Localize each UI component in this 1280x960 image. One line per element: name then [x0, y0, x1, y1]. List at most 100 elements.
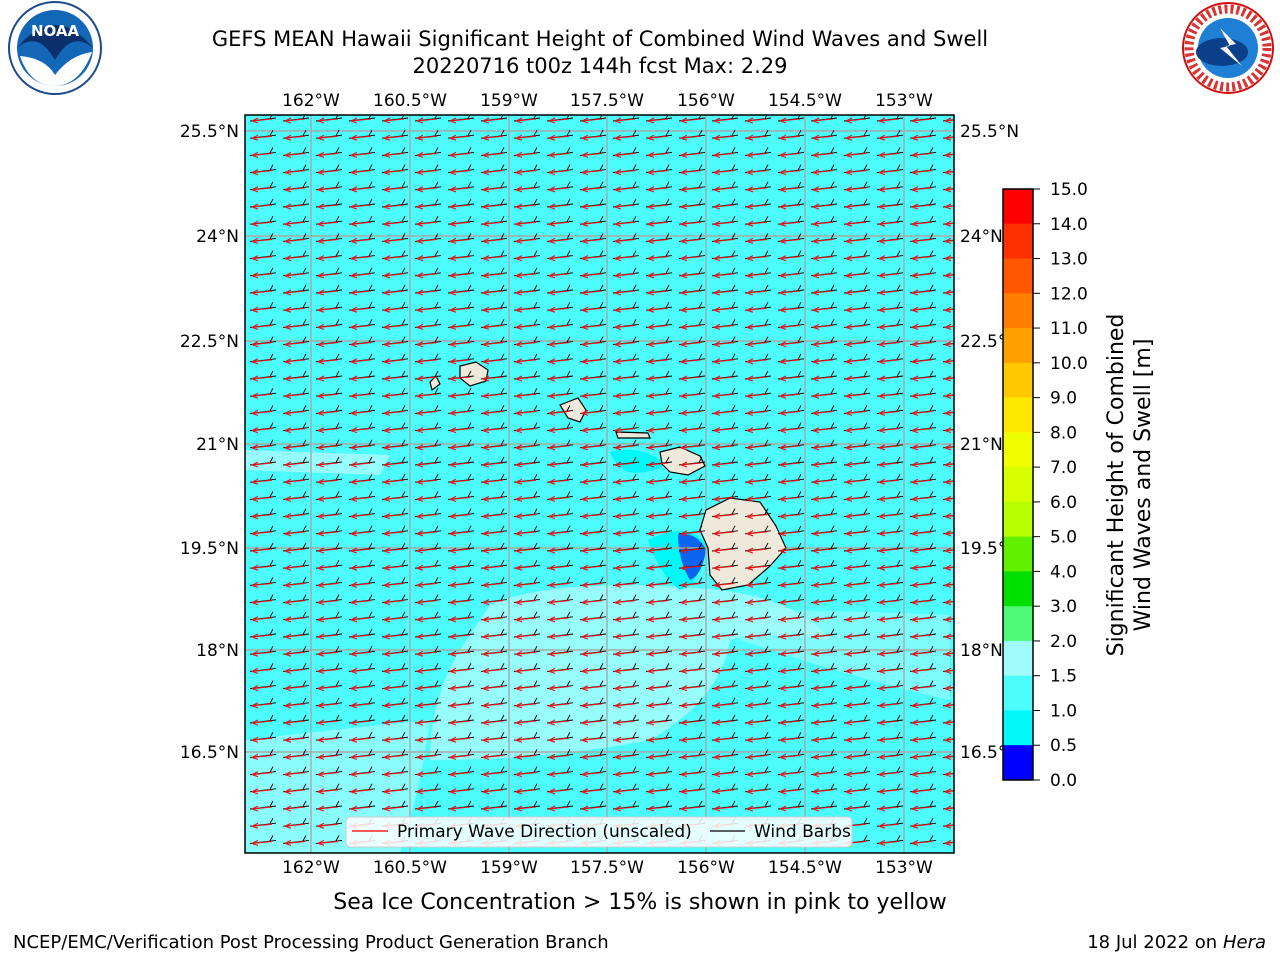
wave-arrow: [482, 564, 504, 571]
wave-arrow: [845, 478, 867, 485]
wave-arrow: [614, 685, 636, 692]
wave-arrow: [251, 530, 273, 537]
wave-arrow: [482, 719, 504, 726]
nws-logo: [1182, 2, 1274, 94]
wave-arrow: [944, 771, 954, 778]
wave-arrow: [779, 392, 801, 399]
wave-arrow: [680, 306, 702, 313]
wave-arrow: [284, 237, 306, 244]
wave-arrow: [482, 581, 504, 588]
wave-arrow: [779, 220, 801, 227]
wave-arrow: [548, 255, 570, 262]
wave-arrow: [713, 220, 735, 227]
wave-arrow: [548, 736, 570, 743]
wave-arrow: [383, 409, 405, 416]
wave-arrow: [878, 771, 900, 778]
wave-arrow: [515, 564, 537, 571]
wave-arrow: [647, 461, 669, 468]
wave-arrow: [317, 633, 339, 640]
wave-arrow: [581, 186, 603, 193]
wave-arrow: [251, 341, 273, 348]
wave-arrow: [845, 272, 867, 279]
wave-arrow: [878, 444, 900, 451]
wave-arrow: [647, 134, 669, 141]
wave-arrow: [284, 169, 306, 176]
wave-arrow: [317, 117, 339, 124]
wave-arrow: [845, 564, 867, 571]
wave-arrow: [812, 495, 834, 502]
wave-arrow: [581, 375, 603, 382]
wave-arrow: [515, 788, 537, 795]
wave-arrow: [383, 220, 405, 227]
wave-arrow: [845, 771, 867, 778]
wave-arrow: [251, 358, 273, 365]
wave-arrow: [647, 616, 669, 623]
wave-arrow: [647, 771, 669, 778]
wave-arrow: [383, 237, 405, 244]
wave-arrow: [911, 478, 933, 485]
wave-arrow: [251, 255, 273, 262]
wave-arrow: [680, 220, 702, 227]
wave-arrow: [317, 341, 339, 348]
colorbar-segment-4: [1003, 328, 1033, 364]
wave-arrow: [812, 599, 834, 606]
lon-label-top-6: 153°W: [875, 91, 933, 111]
wave-arrow: [449, 719, 471, 726]
wave-arrow: [515, 495, 537, 502]
wave-arrow: [878, 753, 900, 760]
wave-arrow: [779, 306, 801, 313]
wave-arrow: [449, 289, 471, 296]
wave-arrow: [614, 513, 636, 520]
wave-arrow: [614, 409, 636, 416]
wave-arrow: [614, 255, 636, 262]
wave-arrow: [383, 633, 405, 640]
wave-arrow: [383, 581, 405, 588]
wave-arrow: [614, 736, 636, 743]
wave-arrow: [944, 341, 954, 348]
lon-label-bottom-3: 157.5°W: [570, 858, 644, 878]
island-oahu: [559, 397, 587, 423]
wave-arrow: [416, 719, 438, 726]
wave-arrow: [548, 151, 570, 158]
wave-arrow: [944, 753, 954, 760]
wave-arrow: [713, 427, 735, 434]
wave-arrow: [680, 788, 702, 795]
wave-arrow: [878, 581, 900, 588]
wave-arrow: [878, 667, 900, 674]
wave-arrow: [416, 255, 438, 262]
wave-arrow: [251, 169, 273, 176]
wave-arrow: [878, 237, 900, 244]
wave-arrow: [284, 323, 306, 330]
wave-arrow: [647, 220, 669, 227]
wave-arrow: [680, 427, 702, 434]
lon-label-top-2: 159°W: [480, 91, 538, 111]
wave-arrow: [878, 272, 900, 279]
wave-arrow: [614, 151, 636, 158]
wave-arrow: [878, 719, 900, 726]
wave-arrow: [746, 237, 768, 244]
lat-label-left-4: 19.5°N: [180, 539, 239, 559]
wave-arrow: [845, 685, 867, 692]
noaa-logo-text: NOAA: [31, 22, 80, 40]
lon-label-top-0: 162°W: [282, 91, 340, 111]
wave-arrow: [449, 599, 471, 606]
wave-arrow: [713, 753, 735, 760]
wave-arrow: [713, 392, 735, 399]
wave-arrow: [548, 719, 570, 726]
wave-arrow: [845, 341, 867, 348]
wave-arrow: [680, 495, 702, 502]
wave-arrow: [746, 117, 768, 124]
wave-arrow: [350, 427, 372, 434]
wave-arrow: [878, 839, 900, 846]
wave-arrow: [944, 237, 954, 244]
wave-arrow: [746, 547, 768, 554]
wave-arrow: [284, 650, 306, 657]
wave-arrow: [911, 272, 933, 279]
wave-arrow: [317, 839, 339, 846]
wave-arrow: [647, 151, 669, 158]
wave-arrow: [614, 564, 636, 571]
wave-arrow: [680, 255, 702, 262]
wave-arrow: [713, 186, 735, 193]
wave-arrow: [251, 581, 273, 588]
colorbar-tick-label-1: 14.0: [1050, 215, 1088, 235]
